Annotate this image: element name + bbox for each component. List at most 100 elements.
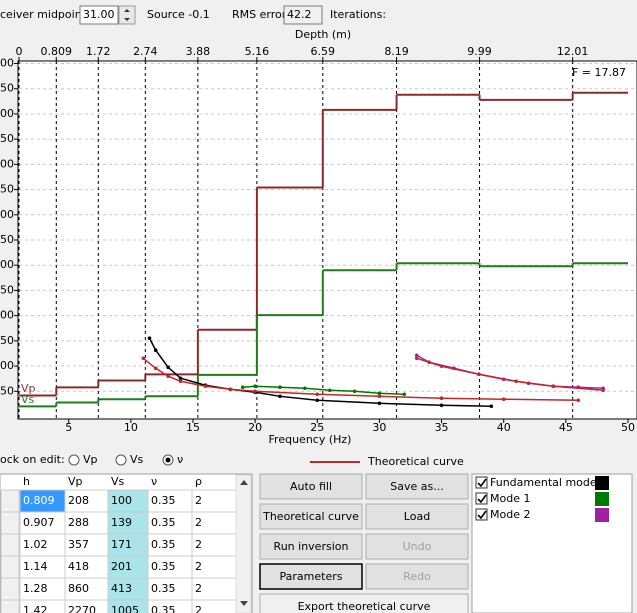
rms-input — [283, 5, 323, 25]
curve-point — [501, 397, 506, 402]
table-cell-text: 357 — [68, 538, 89, 551]
depth-tick-label: 8.19 — [384, 45, 409, 58]
curve-point — [377, 401, 382, 406]
y-tick-label: 250 — [0, 283, 14, 296]
depth-tick-label: 12.01 — [557, 45, 589, 58]
frequency-tick-label: 10 — [124, 421, 138, 434]
button[interactable] — [259, 593, 469, 613]
curve-point — [303, 386, 307, 391]
curve-point — [228, 387, 233, 392]
rms-value: 42.2 — [287, 8, 312, 21]
row-header — [0, 555, 20, 579]
button[interactable] — [259, 503, 363, 530]
table-cell-text: 2 — [195, 538, 202, 551]
button-label: Undo — [403, 540, 432, 553]
button-label: Export theoretical curve — [298, 600, 431, 613]
y-tick-label: 500 — [0, 157, 14, 170]
table-cell-text: 0.35 — [151, 538, 176, 551]
frequency-tick-label: 30 — [372, 421, 386, 434]
curve-point — [439, 396, 444, 401]
table-cell-text: 2 — [195, 582, 202, 595]
spinner[interactable] — [118, 5, 136, 25]
button-label: Parameters — [280, 570, 343, 583]
curve-point — [153, 366, 158, 371]
button[interactable] — [365, 473, 469, 500]
row-header — [0, 489, 20, 513]
table-cell-text: 0.809 — [23, 494, 55, 507]
curve-point — [166, 374, 170, 379]
table-cell-text: 1.14 — [23, 560, 48, 573]
button[interactable] — [365, 503, 469, 530]
table-cell-text: 2 — [195, 604, 202, 613]
radio-label: ν — [177, 453, 183, 466]
table-cell-text: 0.35 — [151, 516, 176, 529]
checkmark — [477, 510, 487, 520]
curve-point — [514, 379, 518, 384]
button-label: Load — [404, 510, 430, 523]
button-label: Run inversion — [274, 540, 349, 553]
table-cell-text: 2 — [195, 494, 202, 507]
curve-point — [414, 353, 419, 358]
table-cell-text: 0.907 — [23, 516, 55, 529]
curve-point — [253, 389, 257, 394]
curve-point — [166, 365, 170, 370]
frequency-tick-label: 20 — [248, 421, 262, 434]
y-tick-label: 750 — [0, 233, 14, 246]
y-tick-label: 000 — [0, 107, 14, 120]
button[interactable] — [259, 473, 363, 500]
curve-point — [240, 385, 245, 390]
frequency-tick-label: 40 — [497, 421, 511, 434]
checklist-label: Mode 2 — [490, 508, 530, 521]
table-header: Vp — [68, 475, 83, 488]
scroll-down[interactable] — [240, 601, 248, 606]
depth-axis-title: Depth (m) — [295, 28, 351, 41]
table-cell-text: 1005 — [111, 604, 139, 613]
frequency-axis-title: Frequency (Hz) — [269, 433, 352, 446]
button[interactable] — [259, 533, 363, 560]
frequency-tick-label: 25 — [310, 421, 324, 434]
curve-point — [439, 403, 444, 408]
table-cell-text: 0.35 — [151, 560, 176, 573]
curve-point — [141, 356, 146, 361]
legend-label: Theoretical curve — [367, 455, 464, 468]
table-cell-text: 413 — [111, 582, 132, 595]
checklist-label: Fundamental mode — [490, 476, 597, 489]
table-cell-text: 171 — [111, 538, 132, 551]
checkbox[interactable] — [475, 476, 488, 489]
iterations: Iterations: — [330, 8, 386, 21]
y-tick-label: 500 — [0, 258, 14, 271]
scrollbar[interactable] — [235, 474, 252, 613]
table-cell-text: 288 — [68, 516, 89, 529]
checkbox[interactable] — [475, 508, 488, 521]
curve-point — [327, 388, 332, 393]
curve-point — [377, 394, 382, 399]
row-header — [0, 533, 20, 557]
frequency-tick-label: 5 — [65, 421, 72, 434]
frequency-tick-label: 15 — [186, 421, 200, 434]
receiver-input[interactable] — [79, 5, 119, 25]
radio-dot — [165, 457, 171, 463]
button-label: Theoretical curve — [262, 510, 359, 523]
table-cell-text: 100 — [111, 494, 132, 507]
curve-point — [315, 398, 320, 403]
checkbox[interactable] — [475, 492, 488, 505]
y-tick-label: 750 — [0, 132, 14, 145]
radio[interactable] — [115, 454, 127, 466]
depth-tick-label: 0.809 — [41, 45, 73, 58]
y-tick-label: 250 — [0, 183, 14, 196]
curve-point — [477, 372, 481, 377]
scroll-up[interactable] — [240, 480, 248, 485]
table-cell-text: 0.35 — [151, 494, 176, 507]
frequency-tick-label: 50 — [621, 421, 635, 434]
depth-tick-label: 1.72 — [86, 45, 111, 58]
radio[interactable] — [68, 454, 80, 466]
curve-point — [203, 384, 208, 389]
table-cell-text: 0.35 — [151, 582, 176, 595]
frequency-tick-label: 35 — [435, 421, 449, 434]
button-label: Save as... — [390, 480, 443, 493]
button[interactable] — [259, 563, 363, 590]
rms-label: RMS error — [232, 8, 287, 21]
y-tick-label: 000 — [0, 208, 14, 221]
curve-point — [315, 392, 320, 397]
